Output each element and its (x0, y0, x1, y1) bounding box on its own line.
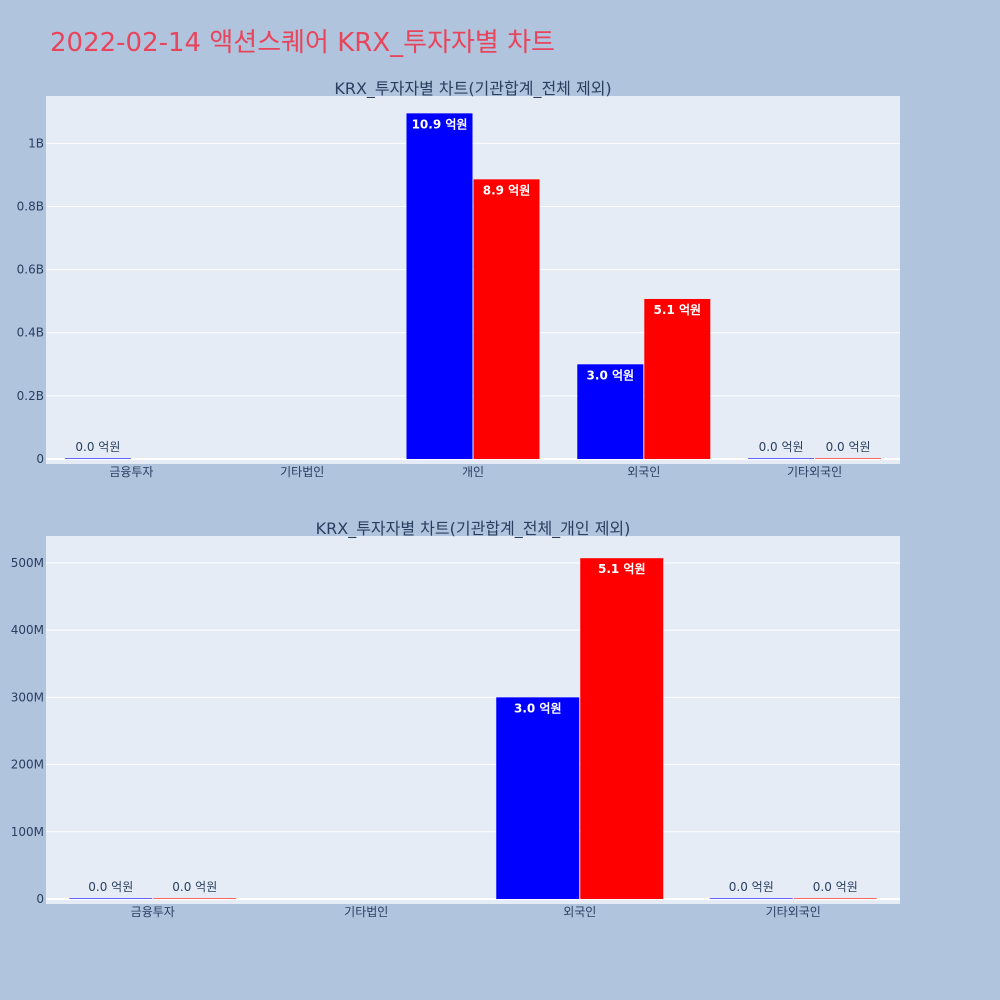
y-tick-label: 0.4B (17, 326, 44, 340)
x-tick-label: 금융투자 (109, 465, 153, 479)
bar (153, 898, 237, 899)
data-label: 0.0 억원 (759, 440, 804, 454)
y-tick-label: 0 (36, 892, 44, 906)
plot-area (46, 96, 900, 464)
bar (748, 458, 815, 459)
y-tick-label: 400M (11, 623, 44, 637)
x-tick-label: 기타외국인 (787, 465, 842, 479)
bar (580, 558, 664, 899)
data-label: 0.0 억원 (88, 880, 133, 894)
page-title: 2022-02-14 액션스퀘어 KRX_투자자별 차트 (50, 28, 555, 58)
y-tick-label: 0.2B (17, 389, 44, 403)
data-label: 8.9 억원 (483, 183, 531, 197)
y-tick-label: 300M (11, 690, 44, 704)
data-label: 3.0 억원 (587, 368, 635, 382)
data-label: 3.0 억원 (514, 701, 562, 715)
bar (709, 898, 793, 899)
data-label: 5.1 억원 (654, 303, 702, 317)
data-label: 0.0 억원 (813, 880, 858, 894)
plot-area (46, 536, 900, 904)
x-tick-label: 개인 (462, 465, 484, 479)
bar (64, 458, 131, 459)
data-label: 0.0 억원 (75, 440, 120, 454)
chart-1: KRX_투자자별 차트(기관합계_전체 제외) 0 0.2B 0.4B 0.6B 0.8B… (17, 79, 900, 479)
bar (406, 113, 473, 459)
y-tick-label: 0 (36, 452, 44, 466)
y-tick-label: 0.6B (17, 263, 44, 277)
chart-2: KRX_투자자별 차트(기관합계_전체_개인 제외) 0 100M 200M 300M 4… (11, 519, 900, 919)
x-tick-label: 외국인 (563, 905, 596, 919)
bar (815, 458, 882, 459)
y-tick-label: 0.8B (17, 199, 44, 213)
bar (644, 298, 711, 459)
chart-title: KRX_투자자별 차트(기관합계_전체_개인 제외) (316, 519, 631, 539)
data-label: 0.0 억원 (172, 880, 217, 894)
data-label: 0.0 억원 (729, 880, 774, 894)
x-tick-label: 기타외국인 (766, 905, 821, 919)
y-tick-label: 200M (11, 758, 44, 772)
y-tick-label: 1B (28, 136, 44, 150)
x-tick-label: 기타법인 (344, 905, 388, 919)
data-label: 5.1 억원 (598, 562, 646, 576)
chart-title: KRX_투자자별 차트(기관합계_전체 제외) (334, 79, 611, 99)
data-label: 10.9 억원 (412, 117, 468, 131)
x-tick-label: 기타법인 (280, 465, 324, 479)
data-label: 0.0 억원 (826, 440, 871, 454)
bar (577, 364, 644, 459)
y-tick-label: 100M (11, 825, 44, 839)
bar (69, 898, 153, 899)
bar (793, 898, 877, 899)
bar (473, 179, 540, 460)
y-tick-label: 500M (11, 556, 44, 570)
x-tick-label: 외국인 (627, 465, 660, 479)
x-tick-label: 금융투자 (131, 905, 175, 919)
bar (496, 697, 580, 899)
